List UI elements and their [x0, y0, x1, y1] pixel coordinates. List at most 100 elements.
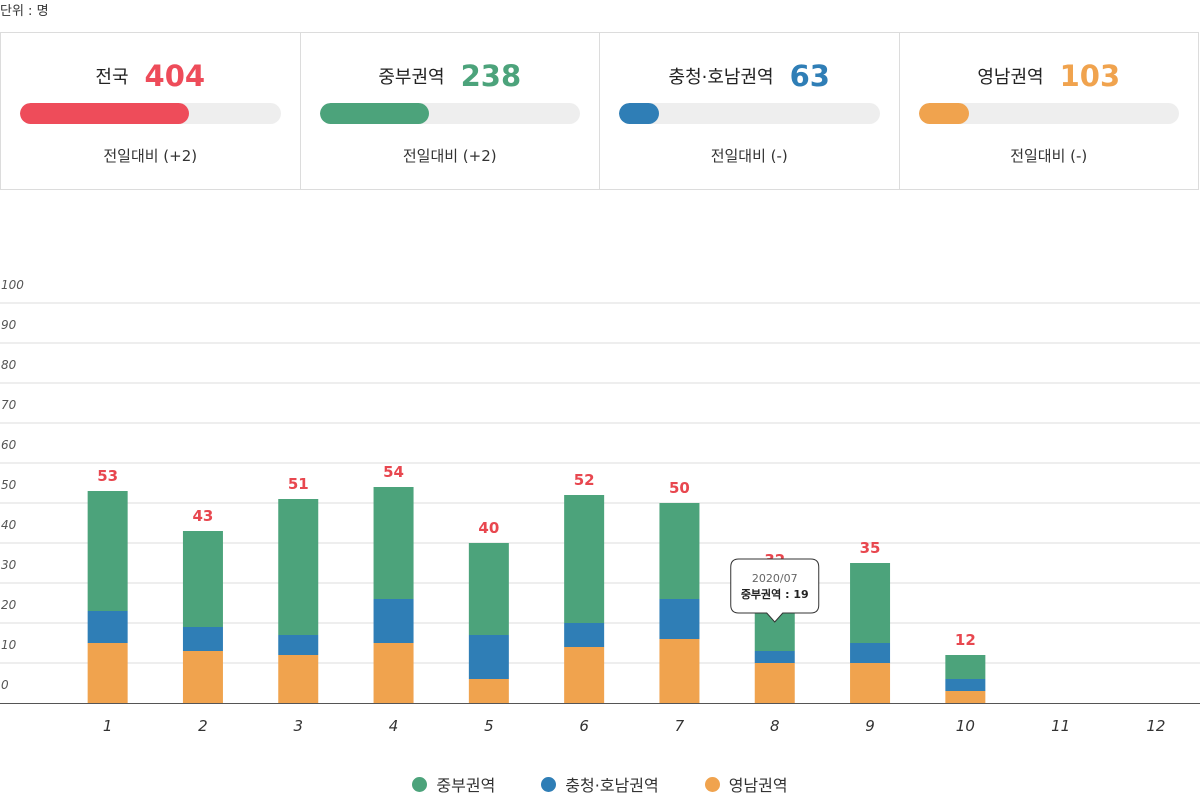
total-label: 51: [288, 475, 309, 493]
legend-item-yeongnam[interactable]: 영남권역: [704, 772, 788, 796]
total-label: 52: [574, 471, 595, 489]
bar-segment: [468, 635, 509, 679]
region-card-national: 전국 404 전일대비 (+2): [1, 33, 301, 189]
bar-segment: [373, 487, 414, 599]
x-tick-label: 2: [198, 717, 208, 735]
bar-segment: [87, 643, 128, 703]
bar-segment: [87, 491, 128, 611]
progress-fill: [619, 103, 660, 124]
bar-segment: [87, 611, 128, 643]
x-tick-label: 8: [770, 717, 780, 735]
x-tick-label: 1: [103, 717, 113, 735]
region-card-yeongnam: 영남권역 103 전일대비 (-): [900, 33, 1199, 189]
bar-segment: [468, 679, 509, 703]
bar-segment: [182, 651, 223, 703]
legend-label: 영남권역: [728, 776, 788, 795]
x-tick-label: 3: [293, 717, 303, 735]
y-tick-label: 40: [1, 518, 17, 532]
bar-segment: [659, 503, 700, 599]
y-tick-label: 50: [1, 478, 17, 492]
legend-label: 중부권역: [436, 776, 496, 795]
y-tick-label: 90: [1, 318, 17, 332]
progress-track: [918, 103, 1179, 124]
bar-segment: [850, 663, 891, 703]
y-tick-label: 30: [1, 558, 17, 572]
bar-segment: [945, 691, 986, 703]
total-label: 54: [383, 463, 404, 481]
bar-segment: [754, 651, 795, 663]
bar-segment: [373, 643, 414, 703]
region-name: 충청·호남권역: [668, 67, 774, 88]
bar-segment: [468, 543, 509, 635]
total-label: 53: [97, 467, 118, 485]
bar-segment: [850, 643, 891, 663]
region-value: 103: [1059, 59, 1121, 93]
x-tick-label: 10: [956, 717, 975, 735]
chart-legend: 중부권역 충청·호남권역 영남권역: [0, 772, 1200, 796]
total-label: 43: [193, 507, 214, 525]
y-tick-label: 80: [1, 358, 17, 372]
x-tick-label: 7: [675, 717, 685, 735]
total-label: 35: [860, 539, 881, 557]
total-label: 50: [669, 479, 690, 497]
change-text: 전일대비 (+2): [103, 147, 198, 165]
legend-item-central[interactable]: 중부권역: [412, 772, 495, 796]
total-label: 12: [955, 631, 976, 649]
bar-segment: [659, 639, 700, 703]
y-tick-label: 10: [1, 638, 17, 652]
region-summary-panel: 전국 404 전일대비 (+2) 중부권역 238 전일대비 (+2) 충청·호…: [0, 32, 1199, 190]
bar-segment: [564, 623, 605, 647]
bar-segment: [182, 627, 223, 651]
x-tick-label: 6: [579, 717, 589, 735]
tooltip-box: [730, 558, 820, 623]
y-tick-label: 20: [1, 598, 17, 612]
change-text: 전일대비 (-): [1010, 147, 1088, 165]
legend-dot: [704, 776, 720, 792]
bar-segment: [850, 563, 891, 643]
bar-segment: [945, 655, 986, 679]
bar-segment: [659, 599, 700, 639]
bar-segment: [373, 599, 414, 643]
unit-label: 단위 : 명: [0, 4, 49, 19]
x-tick-label: 11: [1051, 717, 1070, 735]
progress-fill: [20, 103, 190, 124]
region-card-chungcheong-honam: 충청·호남권역 63 전일대비 (-): [600, 33, 900, 189]
y-tick-label: 60: [1, 438, 17, 452]
change-text: 전일대비 (-): [710, 147, 788, 165]
progress-track: [319, 103, 580, 124]
legend-dot: [541, 776, 557, 792]
region-card-central: 중부권역 238 전일대비 (+2): [301, 33, 600, 189]
bar-segment: [278, 499, 319, 635]
tooltip-text: 중부권역 : 19: [741, 587, 809, 601]
bar-segment: [278, 655, 319, 703]
y-tick-label: 100: [1, 278, 24, 292]
x-tick-label: 4: [389, 717, 399, 735]
bar-segment: [945, 679, 986, 691]
region-value: 404: [144, 59, 206, 93]
tooltip-title: 2020/07: [752, 572, 798, 585]
progress-fill: [918, 103, 970, 124]
progress-track: [20, 103, 281, 124]
region-name: 전국: [95, 67, 129, 88]
stacked-bar-chart: 0 10 20 30 40 50 60 70 80 90 100 53 1 43 2 51 3 54 4 40 5 52 6…: [0, 278, 1200, 735]
region-name: 중부권역: [378, 67, 445, 88]
x-tick-label: 9: [865, 717, 875, 735]
legend-item-chungcheong-honam[interactable]: 충청·호남권역: [541, 772, 659, 796]
legend-dot: [412, 776, 428, 792]
x-tick-label: 5: [484, 717, 494, 735]
region-value: 63: [789, 59, 830, 93]
legend-label: 충청·호남권역: [565, 776, 659, 795]
total-label: 40: [478, 519, 499, 537]
progress-fill: [319, 103, 429, 124]
bar-segment: [278, 635, 319, 655]
change-text: 전일대비 (+2): [402, 147, 497, 165]
bar-segment: [564, 495, 605, 623]
bar-segment: [564, 647, 605, 703]
bar-segment: [754, 663, 795, 703]
y-tick-label: 0: [1, 678, 9, 692]
progress-track: [619, 103, 880, 124]
region-name: 영남권역: [977, 67, 1044, 88]
region-value: 238: [460, 59, 522, 93]
x-tick-label: 12: [1146, 717, 1165, 735]
bar-segment: [182, 531, 223, 627]
